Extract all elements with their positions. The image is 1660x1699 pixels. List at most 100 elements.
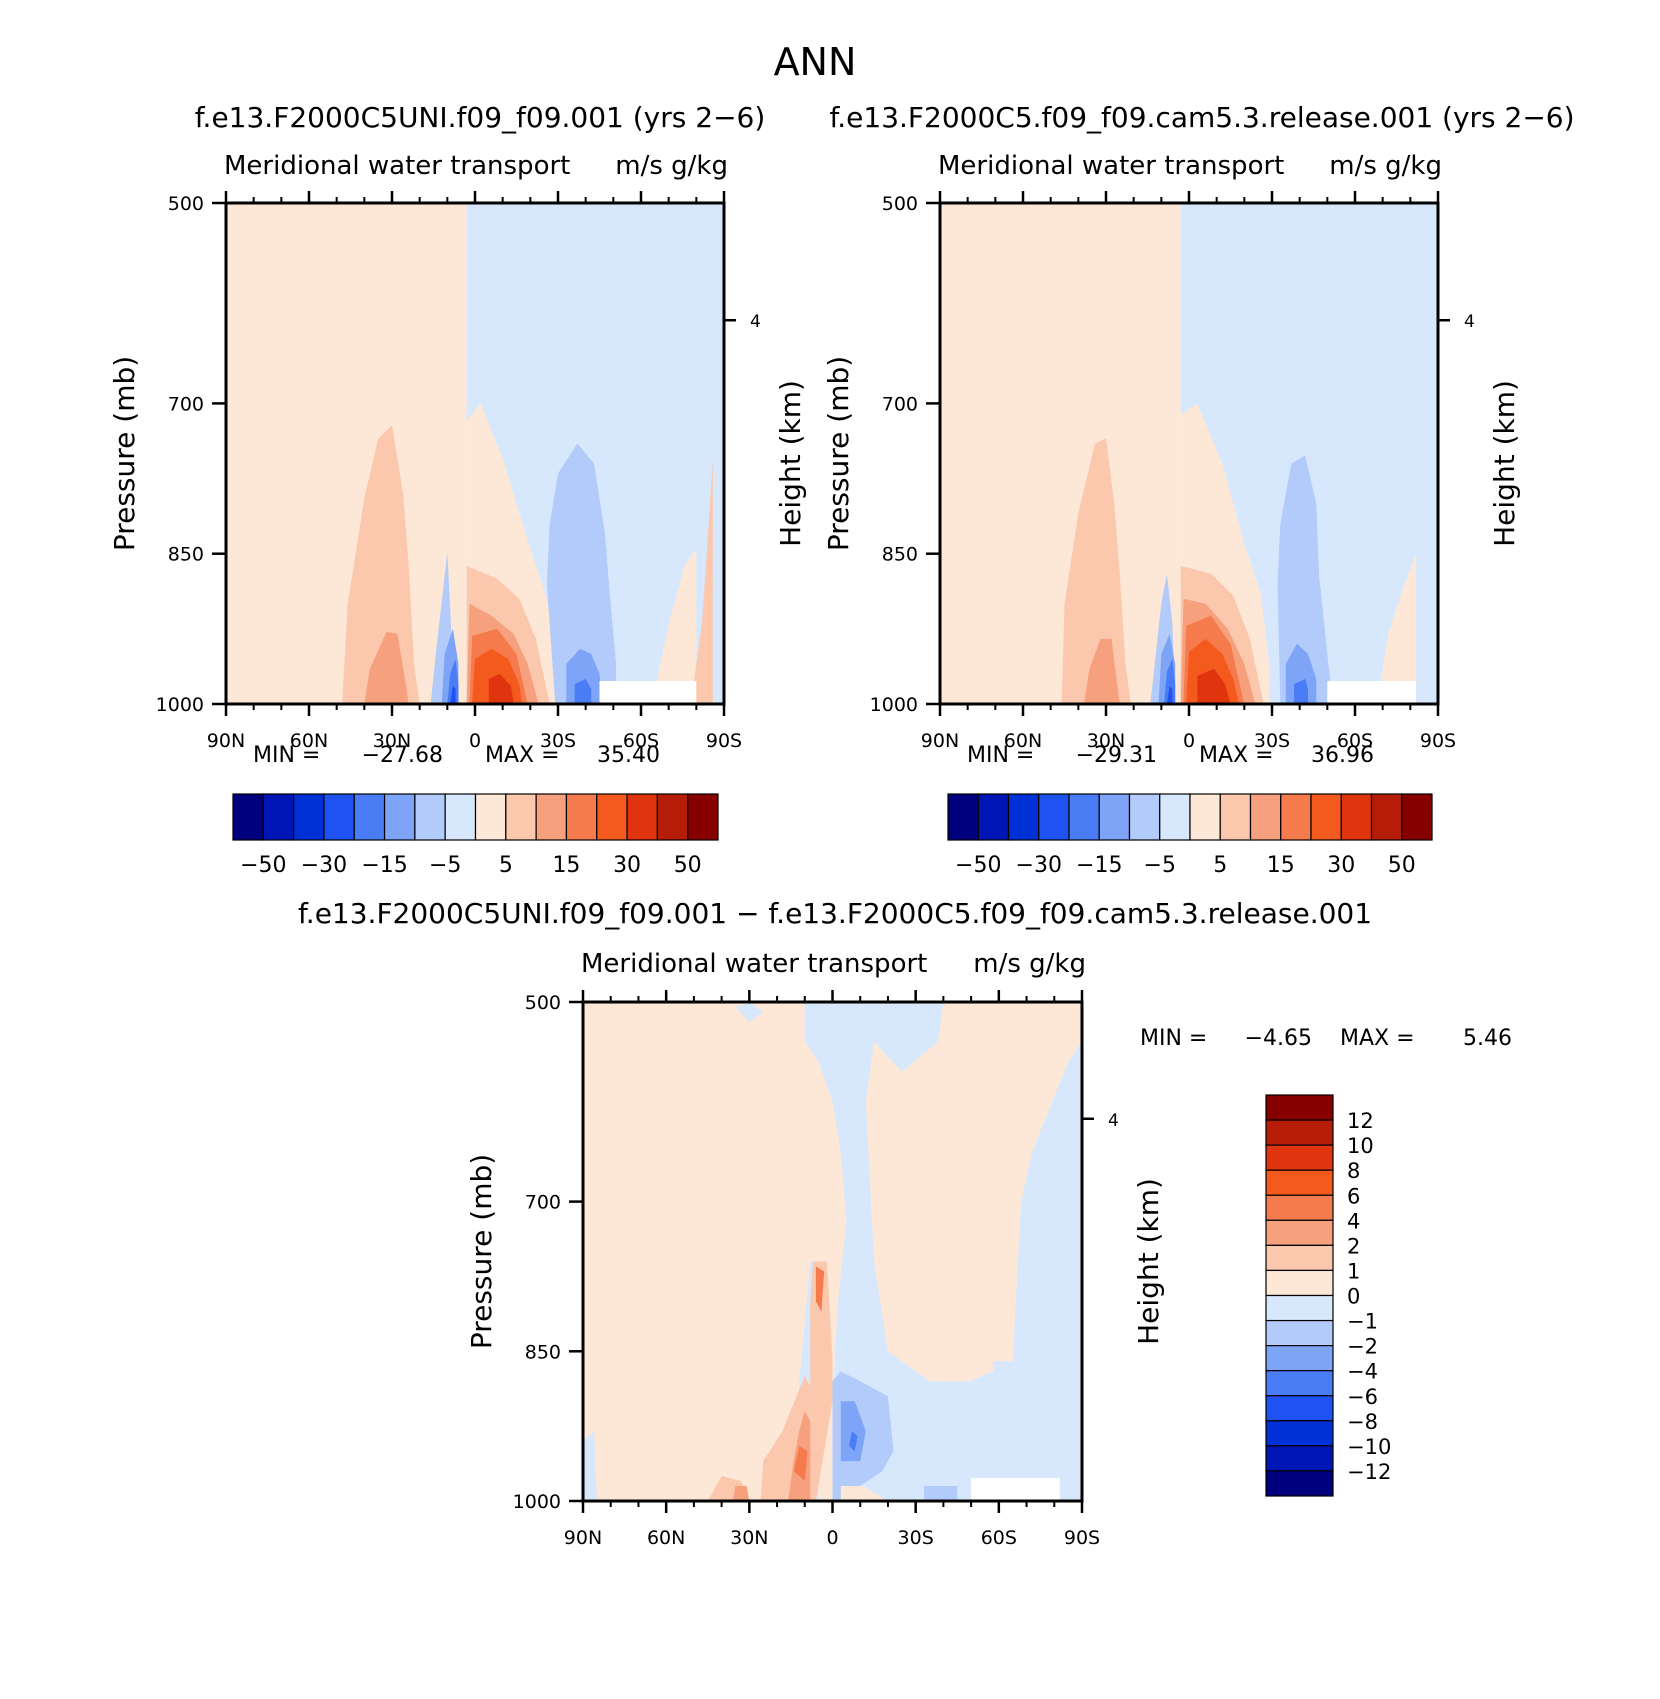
colorbar-swatch bbox=[1265, 1395, 1334, 1422]
missing-data-region bbox=[1327, 681, 1416, 704]
min-label: MIN = bbox=[967, 743, 1034, 768]
colorbar: −50 −30 −15 −5 5 15 30 50 bbox=[947, 793, 1433, 878]
panel-left-subtitle: Meridional water transport bbox=[938, 151, 1284, 181]
colorbar-swatch bbox=[1249, 793, 1282, 841]
contour-region-level-6 bbox=[546, 443, 617, 704]
contour-region-level-13 bbox=[488, 673, 514, 704]
x-tick-label: 30S bbox=[1254, 730, 1290, 752]
contour-field bbox=[940, 203, 1438, 704]
colorbar-swatch bbox=[977, 793, 1010, 841]
colorbar-label: 10 bbox=[1347, 1134, 1374, 1158]
colorbar-swatch bbox=[1265, 1445, 1334, 1472]
y-tick-label: 700 bbox=[168, 393, 204, 415]
colorbar-swatch bbox=[1068, 793, 1100, 841]
contour-region-level-10 bbox=[1083, 638, 1120, 704]
panel-title: f.e13.F2000C5UNI.f09_f09.001 (yrs 2−6) bbox=[195, 101, 766, 134]
panel-right-subtitle: m/s g/kg bbox=[973, 949, 1086, 979]
max-label: MAX = bbox=[485, 743, 560, 768]
contour-region-level-7 bbox=[735, 1002, 764, 1022]
x-tick-label: 0 bbox=[1183, 730, 1195, 752]
y-axis-label: Pressure (mb) bbox=[465, 1154, 498, 1349]
min-label: MIN = bbox=[1140, 1026, 1207, 1051]
colorbar-swatch bbox=[505, 793, 537, 841]
contour-region-level-6 bbox=[924, 1486, 958, 1501]
colorbar-swatch bbox=[1265, 1470, 1334, 1497]
contour-region-level-6 bbox=[1277, 455, 1333, 704]
contour-region-level-9 bbox=[690, 458, 713, 704]
colorbar-swatch bbox=[1265, 1194, 1334, 1221]
colorbar-swatch bbox=[323, 793, 355, 841]
colorbar-label: 1 bbox=[1347, 1259, 1360, 1283]
max-value: 5.46 bbox=[1463, 1026, 1512, 1051]
colorbar-swatch bbox=[1401, 793, 1433, 841]
colorbar-swatch bbox=[262, 793, 295, 841]
colorbar-swatch bbox=[1189, 793, 1221, 841]
y-tick-label: 500 bbox=[168, 193, 204, 215]
y2-tick-label: 4 bbox=[750, 312, 761, 332]
colorbar-label: −30 bbox=[301, 853, 347, 878]
x-tick-label: 60S bbox=[1337, 730, 1373, 752]
colorbar-swatch bbox=[414, 793, 446, 841]
colorbar-label: 30 bbox=[1327, 853, 1355, 878]
x-tick-label: 60N bbox=[647, 1527, 685, 1549]
colorbar-label: 5 bbox=[1213, 853, 1227, 878]
y-tick-label: 1000 bbox=[513, 1491, 561, 1513]
max-value: 35.40 bbox=[597, 743, 660, 768]
colorbar-swatch bbox=[1265, 1345, 1334, 1372]
colorbar-label: 0 bbox=[1347, 1285, 1360, 1309]
colorbar-swatch bbox=[1038, 793, 1070, 841]
colorbar-label: −2 bbox=[1347, 1335, 1378, 1359]
x-tick-label: 60N bbox=[290, 730, 328, 752]
colorbar-swatch bbox=[1219, 793, 1252, 841]
min-label: MIN = bbox=[253, 743, 320, 768]
colorbar-swatch bbox=[1265, 1319, 1334, 1347]
contour-region-level-4 bbox=[574, 679, 592, 704]
colorbar-swatch bbox=[1310, 793, 1342, 841]
x-tick-label: 30N bbox=[730, 1527, 768, 1549]
panel-bottom: 90N 60N 30N 0 30S 60S 90S 500 700 850 1000 4 Pressur… bbox=[298, 897, 1512, 1549]
panel-top-left: 90N 60N 30N 0 30S 60S 90S 500 700 850 1000 4 Pressur… bbox=[108, 101, 807, 878]
colorbar-swatch bbox=[1159, 793, 1191, 841]
colorbar-label: 8 bbox=[1347, 1159, 1360, 1183]
missing-data-region bbox=[971, 1478, 1060, 1501]
colorbar-label: −50 bbox=[955, 853, 1001, 878]
colorbar-label: −8 bbox=[1347, 1410, 1378, 1434]
contour-region-level-4 bbox=[849, 1431, 858, 1452]
colorbar-swatch bbox=[1098, 793, 1131, 841]
y-tick-label: 1000 bbox=[156, 694, 204, 716]
colorbar-label: −4 bbox=[1347, 1360, 1378, 1384]
colorbar-swatch bbox=[1265, 1420, 1334, 1447]
x-tick-label: 60S bbox=[981, 1527, 1017, 1549]
colorbar-label: 6 bbox=[1347, 1184, 1360, 1208]
y-tick-label: 1000 bbox=[870, 694, 918, 716]
colorbar-swatch bbox=[947, 793, 979, 841]
colorbar-swatch bbox=[656, 793, 689, 841]
x-tick-label: 30N bbox=[373, 730, 411, 752]
colorbar-swatch bbox=[293, 793, 325, 841]
colorbar-swatch bbox=[1340, 793, 1373, 841]
y-tick-label: 500 bbox=[525, 992, 561, 1014]
colorbar-swatch bbox=[565, 793, 598, 841]
contour-region-level-9 bbox=[810, 1261, 833, 1501]
colorbar-swatch bbox=[687, 793, 719, 841]
contour-region-level-3 bbox=[1166, 686, 1173, 704]
colorbar-label: 2 bbox=[1347, 1234, 1360, 1258]
colorbar-label: −10 bbox=[1347, 1435, 1391, 1459]
x-tick-label: 90S bbox=[1420, 730, 1456, 752]
min-value: −27.68 bbox=[362, 743, 443, 768]
y-axis-label: Pressure (mb) bbox=[108, 356, 141, 551]
contour-region-level-11 bbox=[815, 1266, 825, 1312]
colorbar-label: 30 bbox=[613, 853, 641, 878]
colorbar-label: −12 bbox=[1347, 1460, 1391, 1484]
panel-left-subtitle: Meridional water transport bbox=[224, 151, 570, 181]
contour-region-level-8 bbox=[583, 1002, 1082, 1501]
colorbar-swatch bbox=[353, 793, 386, 841]
panel-top-right: 90N 60N 30N 0 30S 60S 90S 500 700 850 1000 4 Pressur… bbox=[822, 101, 1575, 878]
x-tick-label: 30S bbox=[898, 1527, 934, 1549]
colorbar-swatch bbox=[1265, 1370, 1334, 1397]
contour-region-level-10 bbox=[732, 1486, 750, 1501]
contour-region-level-8 bbox=[652, 548, 697, 704]
colorbar-swatch bbox=[1265, 1269, 1334, 1297]
y-tick-label: 850 bbox=[168, 544, 204, 566]
